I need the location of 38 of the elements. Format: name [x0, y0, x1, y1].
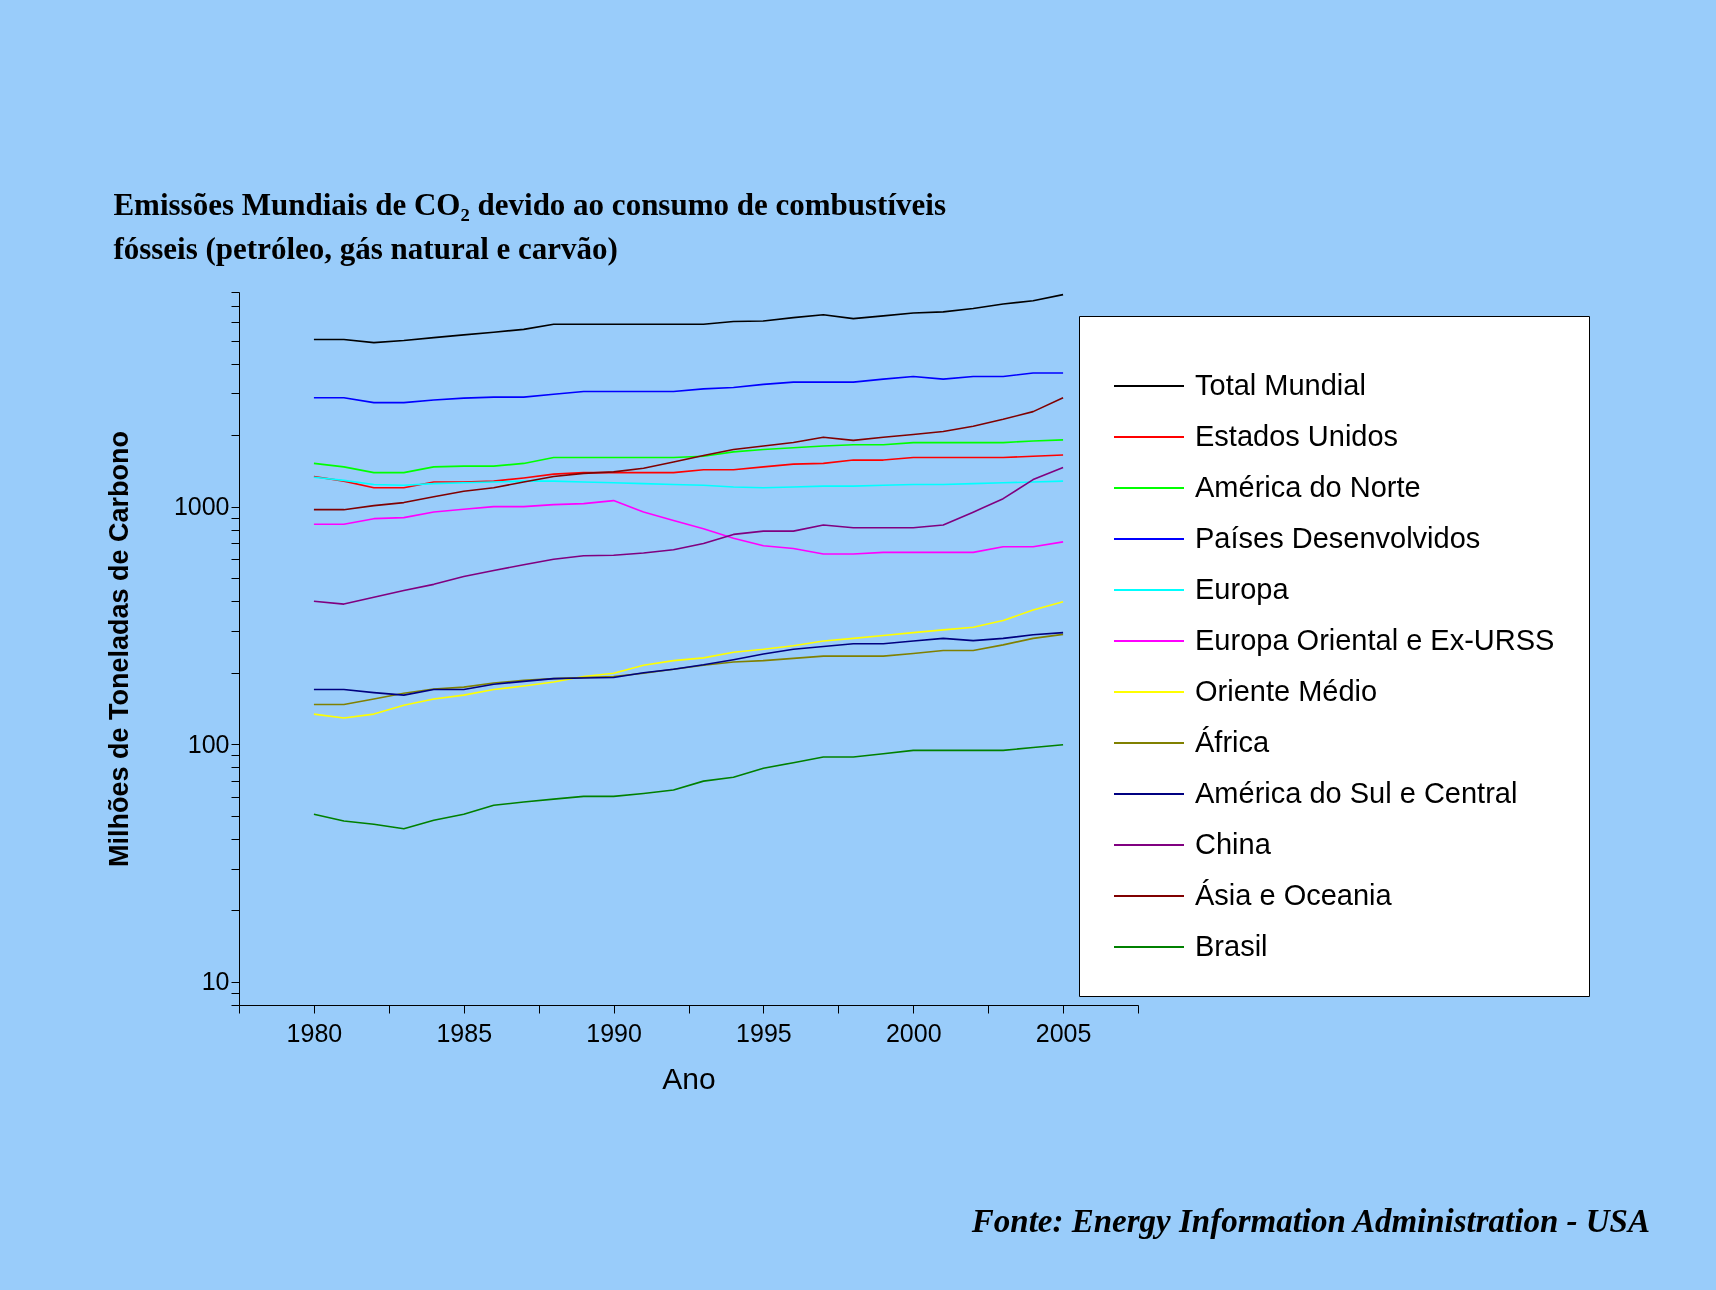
- legend-label: Europa Oriental e Ex-URSS: [1195, 624, 1555, 656]
- y-tick-label: 1000: [173, 492, 230, 521]
- line-series: [313, 476, 1064, 489]
- y-tick-label: 100: [187, 729, 230, 758]
- legend-label: China: [1195, 828, 1272, 860]
- source-note: Fonte: Energy Information Administration - USA: [970, 1203, 1650, 1239]
- line-series: [313, 454, 1064, 489]
- line-series: [313, 439, 1064, 474]
- x-tick-label: 1990: [586, 1018, 642, 1047]
- legend-label: América do Sul e Central: [1195, 777, 1518, 809]
- line-series: [313, 499, 1064, 555]
- legend-label: Países Desenvolvidos: [1195, 522, 1481, 554]
- line-series: [313, 372, 1064, 404]
- legend-label: Total Mundial: [1195, 369, 1366, 401]
- legend-label: América do Norte: [1195, 471, 1421, 503]
- line-series: [313, 631, 1064, 696]
- x-tick-label: 1980: [286, 1018, 343, 1047]
- x-tick-label: 1995: [736, 1018, 792, 1047]
- x-tick-label: 2000: [885, 1018, 942, 1047]
- legend-label: Oriente Médio: [1195, 675, 1378, 707]
- line-series: [313, 743, 1064, 830]
- y-axis-title: Milhões de Toneladas de Carbono: [103, 430, 134, 868]
- line-series: [313, 397, 1064, 511]
- x-tick-label: 2005: [1035, 1018, 1092, 1047]
- legend-label: Europa: [1195, 573, 1290, 605]
- text: Emissões Mundiais de CO₂ devido ao consumo de combustíveis: [113, 187, 947, 222]
- line-series: [313, 466, 1064, 605]
- legend-label: Ásia e Oceania: [1195, 879, 1393, 911]
- y-tick-label: 10: [201, 967, 230, 996]
- line-series: [313, 293, 1064, 344]
- legend-label: Estados Unidos: [1195, 420, 1399, 452]
- line-series: [313, 600, 1064, 719]
- legend-label: Brasil: [1195, 930, 1268, 962]
- text: fósseis (petróleo, gás natural e carvão): [113, 231, 618, 266]
- legend-label: África: [1195, 726, 1270, 758]
- x-axis-title: Ano: [662, 1061, 716, 1095]
- x-tick-label: 1985: [436, 1018, 493, 1047]
- line-series: [313, 633, 1064, 706]
